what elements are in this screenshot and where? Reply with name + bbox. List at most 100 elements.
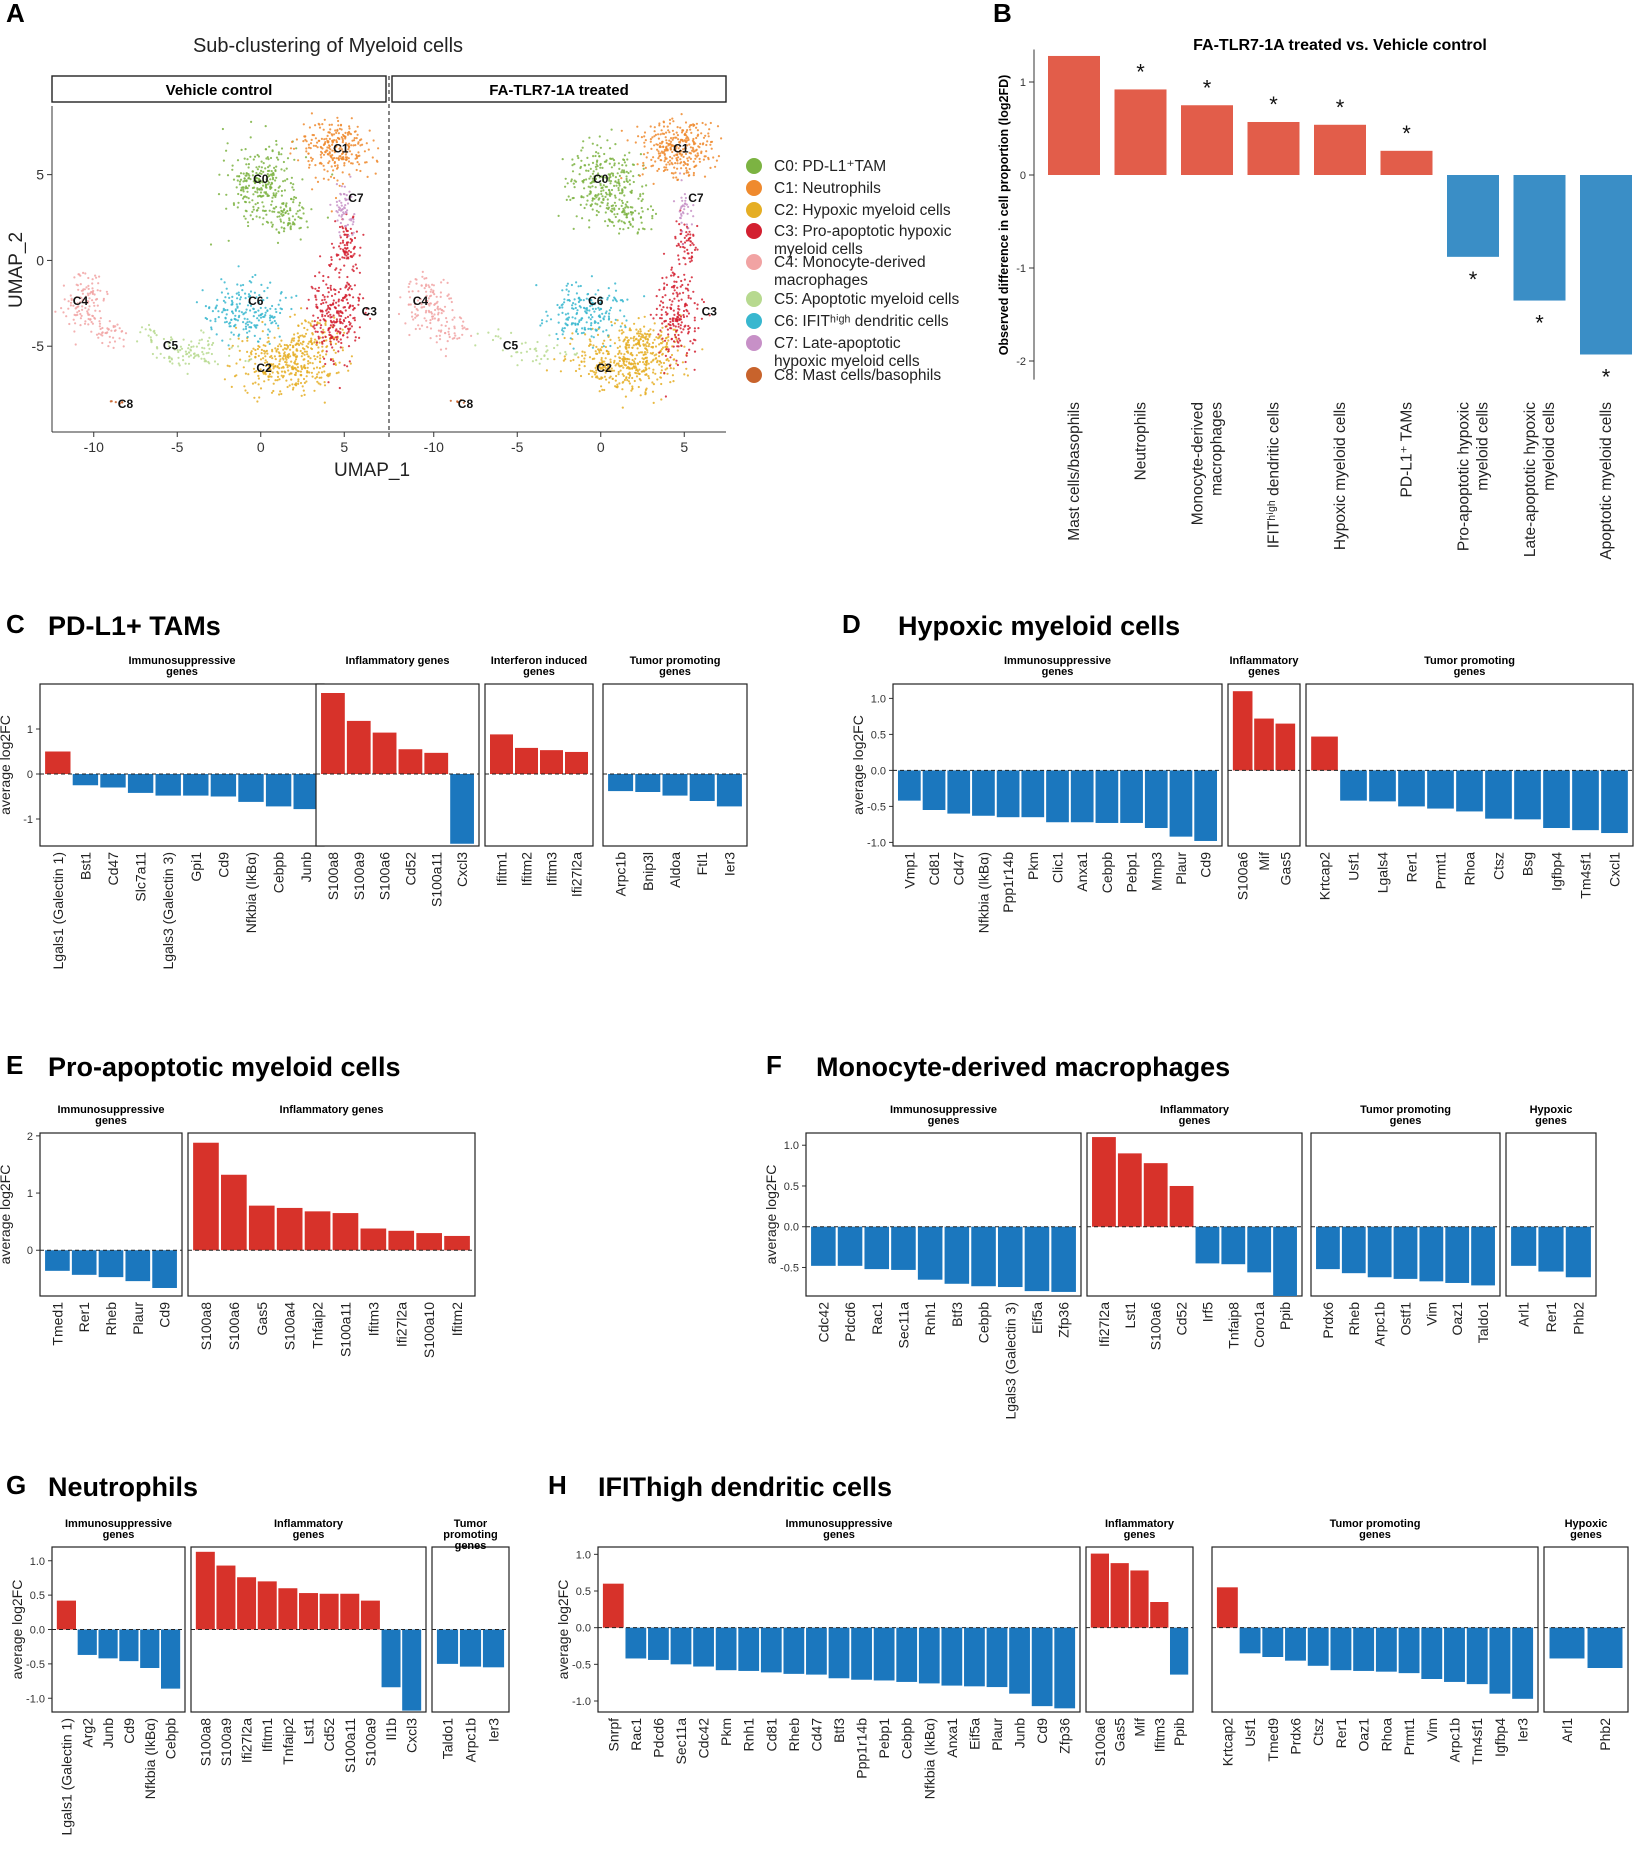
umap-point [515, 351, 518, 354]
umap-point [250, 321, 253, 324]
umap-point [324, 362, 327, 366]
umap-point [320, 302, 323, 306]
umap-point [334, 293, 337, 296]
umap-point [628, 329, 631, 332]
umap-point [665, 131, 668, 134]
panel-g-bar [482, 1629, 505, 1668]
umap-point [316, 380, 319, 383]
umap-point [343, 244, 346, 247]
umap-point [638, 339, 641, 342]
umap-point [222, 309, 225, 312]
umap-point [664, 156, 667, 159]
umap-point [202, 353, 205, 356]
umap-point [656, 143, 659, 146]
panel-e-gene-label: S100a10 [421, 1302, 437, 1358]
panel-g-group-title: genes [103, 1529, 135, 1541]
umap-point [352, 296, 355, 299]
panel-h-gene-label: Ifitm3 [1151, 1718, 1167, 1752]
panel-b-significance-star: * [1469, 267, 1478, 292]
umap-point [362, 233, 365, 236]
umap-point [149, 336, 152, 339]
umap-point [182, 338, 185, 341]
umap-point [459, 399, 463, 402]
umap-point [599, 307, 602, 310]
umap-point [338, 225, 342, 229]
umap-point [74, 343, 77, 346]
umap-point [590, 181, 593, 184]
panel-g-bar [340, 1593, 360, 1630]
umap-point [247, 176, 251, 180]
umap-point [241, 340, 244, 343]
panel-d-gene-label: Cd81 [926, 852, 942, 886]
umap-point [91, 299, 94, 302]
umap-point [690, 276, 693, 279]
umap-point [705, 150, 708, 153]
umap-point [635, 328, 638, 331]
umap-point [212, 341, 215, 345]
panel-e-bar [125, 1250, 151, 1282]
umap-point [588, 136, 591, 139]
umap-point [341, 322, 344, 325]
umap-point [590, 203, 594, 206]
umap-point [258, 178, 261, 181]
umap-point [665, 139, 668, 142]
umap-point [266, 296, 269, 299]
panel-e-bar [98, 1250, 124, 1278]
umap-point [322, 318, 325, 321]
umap-point [573, 298, 576, 301]
panel-f-bar [1195, 1226, 1220, 1264]
umap-point [605, 350, 609, 353]
umap-point [640, 199, 643, 203]
umap-point [348, 142, 351, 145]
umap-point [259, 358, 263, 361]
umap-point [345, 257, 348, 260]
umap-point [266, 194, 269, 198]
umap-point [280, 168, 283, 171]
umap-point [692, 290, 695, 293]
umap-point [98, 325, 101, 328]
umap-point [342, 248, 345, 251]
umap-point [667, 161, 670, 164]
umap-point [616, 172, 619, 175]
panel-f-bar [864, 1226, 890, 1270]
umap-point [255, 171, 258, 175]
umap-point [231, 164, 234, 167]
umap-point [647, 362, 650, 365]
umap-point [599, 146, 603, 149]
umap-point [292, 353, 295, 357]
umap-point [456, 400, 459, 403]
umap-point [510, 331, 513, 334]
umap-point [572, 302, 575, 305]
umap-point [336, 164, 339, 167]
legend-label-c5: C5: Apoptotic myeloid cells [774, 291, 959, 308]
umap-point [628, 179, 631, 182]
umap-point [299, 217, 302, 220]
umap-point [293, 313, 296, 316]
umap-point [280, 226, 283, 229]
umap-point [91, 282, 94, 285]
umap-point [290, 197, 293, 200]
umap-point [253, 370, 256, 374]
umap-point [347, 160, 351, 163]
umap-point [656, 378, 659, 381]
umap-point [190, 345, 193, 349]
panel-f-bar [1117, 1153, 1142, 1227]
umap-point [256, 168, 259, 171]
umap-point [655, 307, 659, 310]
umap-point [325, 350, 328, 353]
umap-point [643, 141, 646, 144]
umap-point [625, 164, 628, 167]
umap-point [237, 201, 240, 204]
umap-point [707, 135, 710, 138]
umap-point [228, 296, 231, 299]
umap-point [210, 326, 213, 329]
umap-point [308, 371, 311, 374]
panel-c-bar [72, 774, 99, 786]
umap-point [220, 291, 223, 294]
umap-point [221, 127, 224, 131]
umap-point [289, 209, 292, 212]
umap-point [635, 375, 639, 378]
umap-point [689, 260, 692, 263]
panel-h-bar [1307, 1627, 1329, 1666]
umap-point [595, 196, 598, 199]
